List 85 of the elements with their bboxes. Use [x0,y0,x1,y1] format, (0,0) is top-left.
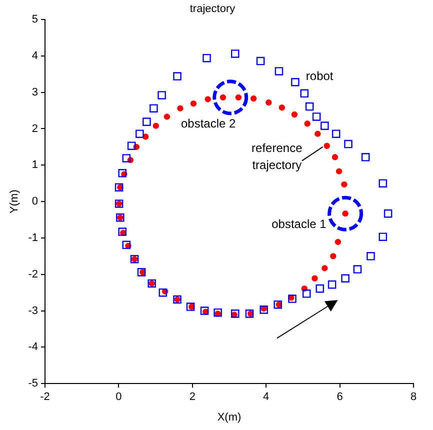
point [366,252,375,260]
point [245,310,254,318]
x-tick-label: 4 [263,391,270,404]
point [235,94,242,101]
point [316,284,324,293]
x-tick-label: 6 [336,391,343,404]
point [378,232,388,242]
point [142,118,151,126]
point [136,130,144,138]
point [150,104,158,112]
point [278,104,286,111]
point [212,80,248,116]
point [334,238,342,246]
point [291,78,300,86]
point [202,54,211,62]
series-label: reference trajectory [252,141,303,172]
point [114,183,124,192]
point [204,96,211,102]
point [314,130,321,137]
point [220,94,226,101]
x-tick-label: 8 [410,391,417,404]
series-label: obstacle 1 [272,216,327,231]
point [344,140,352,148]
y-tick-label: 3 [32,86,38,98]
point [342,210,348,217]
y-tick-label: -3 [28,304,38,317]
y-tick-label: -4 [28,341,38,354]
point [353,265,362,274]
x-tick-label: 0 [116,391,122,404]
y-axis-title: Y(m) [8,190,21,214]
y-tick-label: 2 [32,122,38,135]
point [118,169,127,178]
point [312,112,321,121]
point [324,142,330,149]
point [164,114,170,120]
y-tick-label: 4 [32,50,38,62]
point [291,111,298,118]
point [250,95,257,102]
y-tick-label: -1 [28,232,38,244]
point [200,306,209,315]
point [328,280,336,289]
point [173,72,182,80]
point [186,302,195,311]
point [332,130,340,138]
y-tick-label: -5 [28,378,38,390]
point [304,120,310,127]
y-tick-label: 5 [32,14,38,26]
point [300,89,309,98]
point [322,265,328,272]
chart-title: trajectory [190,2,236,15]
y-tick-label: 0 [32,196,38,208]
x-axis-title: X(m) [217,411,242,424]
x-tick-label: -2 [40,391,50,404]
point [361,152,370,162]
point [158,288,168,297]
point [336,168,342,174]
point [127,142,136,150]
point [328,196,364,232]
point [177,105,184,112]
point [341,181,348,188]
point [384,209,392,218]
point [312,275,318,282]
point [330,253,336,260]
point [256,56,265,66]
point [214,308,222,317]
series-label: robot [306,68,334,83]
x-tick-label: 2 [189,391,196,404]
series-label: obstacle 2 [180,116,236,131]
y-tick-label: -2 [28,268,38,280]
point [231,50,240,58]
point [332,154,338,160]
point [158,91,166,100]
point [320,122,329,130]
point [190,100,197,107]
point [152,122,160,129]
point [274,67,284,76]
point [302,290,311,298]
point [122,240,131,250]
point [137,268,146,276]
point [266,99,272,106]
point [341,274,350,283]
point [122,154,131,162]
point [305,102,314,111]
point [378,179,388,188]
y-tick-label: 1 [32,159,38,172]
